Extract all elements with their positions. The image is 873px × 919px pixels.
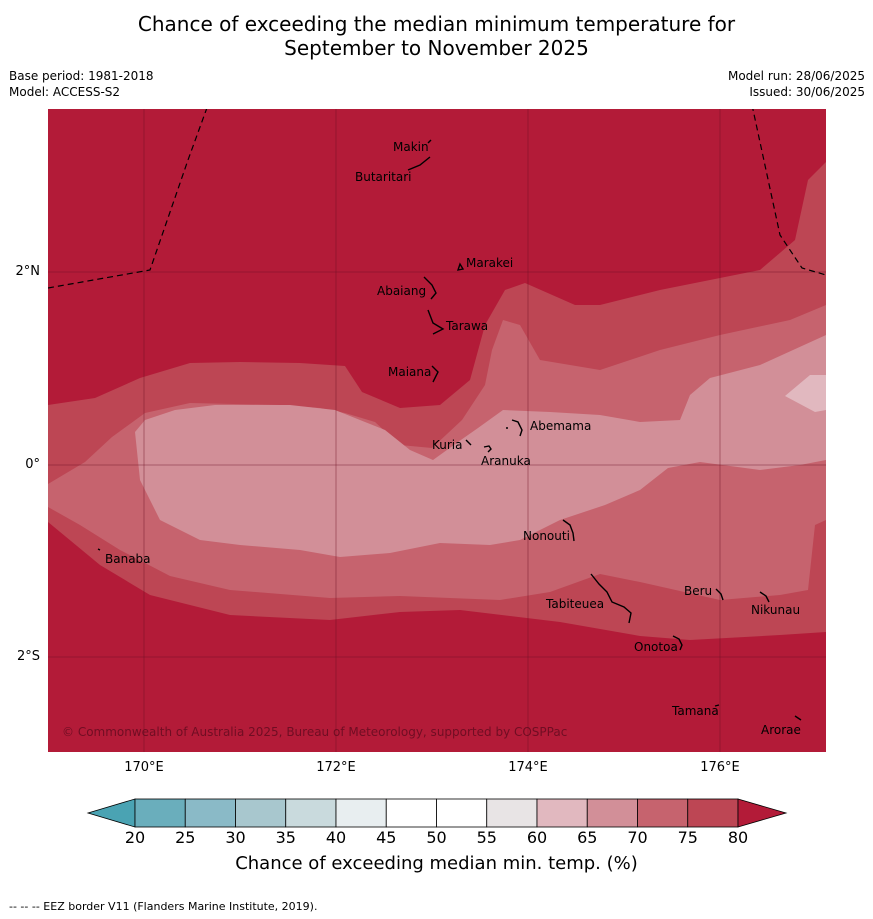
place-label: Arorae [761, 723, 801, 737]
colorbar-tick-label: 65 [577, 828, 598, 847]
island-butaritari [407, 156, 431, 171]
colorbar-tick-label: 20 [124, 828, 146, 847]
eez-border [48, 109, 826, 289]
island-tabiteuea [590, 573, 632, 624]
colorbar-bin [687, 798, 739, 828]
island-kuria [465, 439, 472, 446]
map-title: Chance of exceeding the median minimum t… [0, 12, 873, 60]
colorbar-tick-label: 40 [325, 828, 347, 847]
eez-footnote: -- -- -- EEZ border V11 (Flanders Marine… [9, 900, 318, 913]
island-nonouti [562, 519, 575, 542]
island-beru [715, 588, 724, 601]
colorbar-tick-label: 70 [627, 828, 648, 847]
island-abaiang [423, 276, 437, 300]
colorbar-tick-label: 60 [526, 828, 548, 847]
colorbar-tick-label: 30 [225, 828, 246, 847]
island-onotoa [672, 635, 683, 651]
island-tamana [714, 704, 720, 707]
lon-label-170e: 170°E [124, 760, 164, 775]
place-label: Makin [393, 140, 429, 154]
colorbar-bin [536, 798, 588, 828]
island-marakei [456, 262, 465, 271]
place-label: Butaritari [355, 170, 412, 184]
place-label: Banaba [105, 552, 151, 566]
colorbar-high-extension [737, 798, 788, 828]
lon-label-176e: 176°E [700, 760, 740, 775]
colorbar-bin [285, 798, 337, 828]
colorbar-tick-label: 35 [275, 828, 296, 847]
place-label: Aranuka [481, 454, 531, 468]
place-label: Kuria [432, 438, 463, 452]
place-label: Maiana [388, 365, 431, 379]
issued-date: Issued: 30/06/2025 [749, 85, 865, 99]
lat-label-2n: 2°N [15, 264, 41, 279]
colorbar-bin [637, 798, 689, 828]
graticule [48, 109, 826, 752]
model-run: Model run: 28/06/2025 [727, 69, 865, 83]
colorbar-tick-label: 45 [376, 828, 397, 847]
island-tarawa [427, 309, 445, 335]
colorbar-tick-label: 55 [476, 828, 497, 847]
place-labels: Makin Butaritari Marakei Abaiang Tarawa … [105, 140, 801, 737]
colorbar-low-extension [86, 798, 136, 828]
colorbar-bin [134, 798, 186, 828]
colorbar-tick-label: 25 [175, 828, 196, 847]
colorbar-bin [436, 798, 488, 828]
colorbar-bin [235, 798, 287, 828]
place-label: Tabiteuea [545, 597, 604, 611]
lon-label-172e: 172°E [316, 760, 356, 775]
island-abemama [506, 419, 523, 437]
colorbar-bin [486, 798, 538, 828]
band-60-65 [785, 375, 826, 412]
place-label: Nonouti [523, 529, 570, 543]
colorbar [86, 798, 788, 828]
base-period: Base period: 1981-2018 [9, 69, 154, 83]
model-name: Model: ACCESS-S2 [9, 85, 121, 99]
place-label: Onotoa [634, 640, 678, 654]
title-line-2: September to November 2025 [284, 36, 589, 60]
place-label: Marakei [466, 256, 513, 270]
island-aranuka [483, 445, 492, 453]
lon-label-174e: 174°E [508, 760, 548, 775]
title-line-1: Chance of exceeding the median minimum t… [137, 12, 736, 36]
colorbar-bins [134, 798, 739, 828]
colorbar-bin [184, 798, 236, 828]
place-label: Abemama [530, 419, 591, 433]
colorbar-title: Chance of exceeding median min. temp. (%… [235, 853, 638, 874]
copyright-watermark: © Commonwealth of Australia 2025, Bureau… [62, 725, 567, 739]
band-65-70 [135, 335, 826, 557]
colorbar-tick-label: 50 [426, 828, 447, 847]
place-label: Nikunau [751, 603, 800, 617]
place-label: Abaiang [377, 284, 426, 298]
colorbar-bin [335, 798, 387, 828]
island-makin [427, 139, 432, 144]
colorbar-bin [385, 798, 437, 828]
meta-left: Base period: 1981-2018 Model: ACCESS-S2 [9, 68, 154, 100]
colorbar-bin [586, 798, 638, 828]
island-maiana [431, 365, 439, 383]
island-arorae [794, 715, 802, 721]
meta-right: Model run: 28/06/2025 Issued: 30/06/2025 [728, 68, 865, 100]
colorbar-tick-label: 75 [677, 828, 698, 847]
place-label: Beru [684, 584, 712, 598]
island-banaba [97, 548, 101, 551]
place-label: Tamana [671, 704, 719, 718]
island-outlines [97, 139, 802, 721]
colorbar-tick-label: 80 [727, 828, 749, 847]
island-nikunau [759, 591, 770, 603]
place-label: Tarawa [445, 319, 488, 333]
probability-field: Makin Butaritari Marakei Abaiang Tarawa … [48, 109, 826, 752]
lat-label-2s: 2°S [16, 649, 40, 664]
lat-label-0: 0° [25, 457, 40, 472]
